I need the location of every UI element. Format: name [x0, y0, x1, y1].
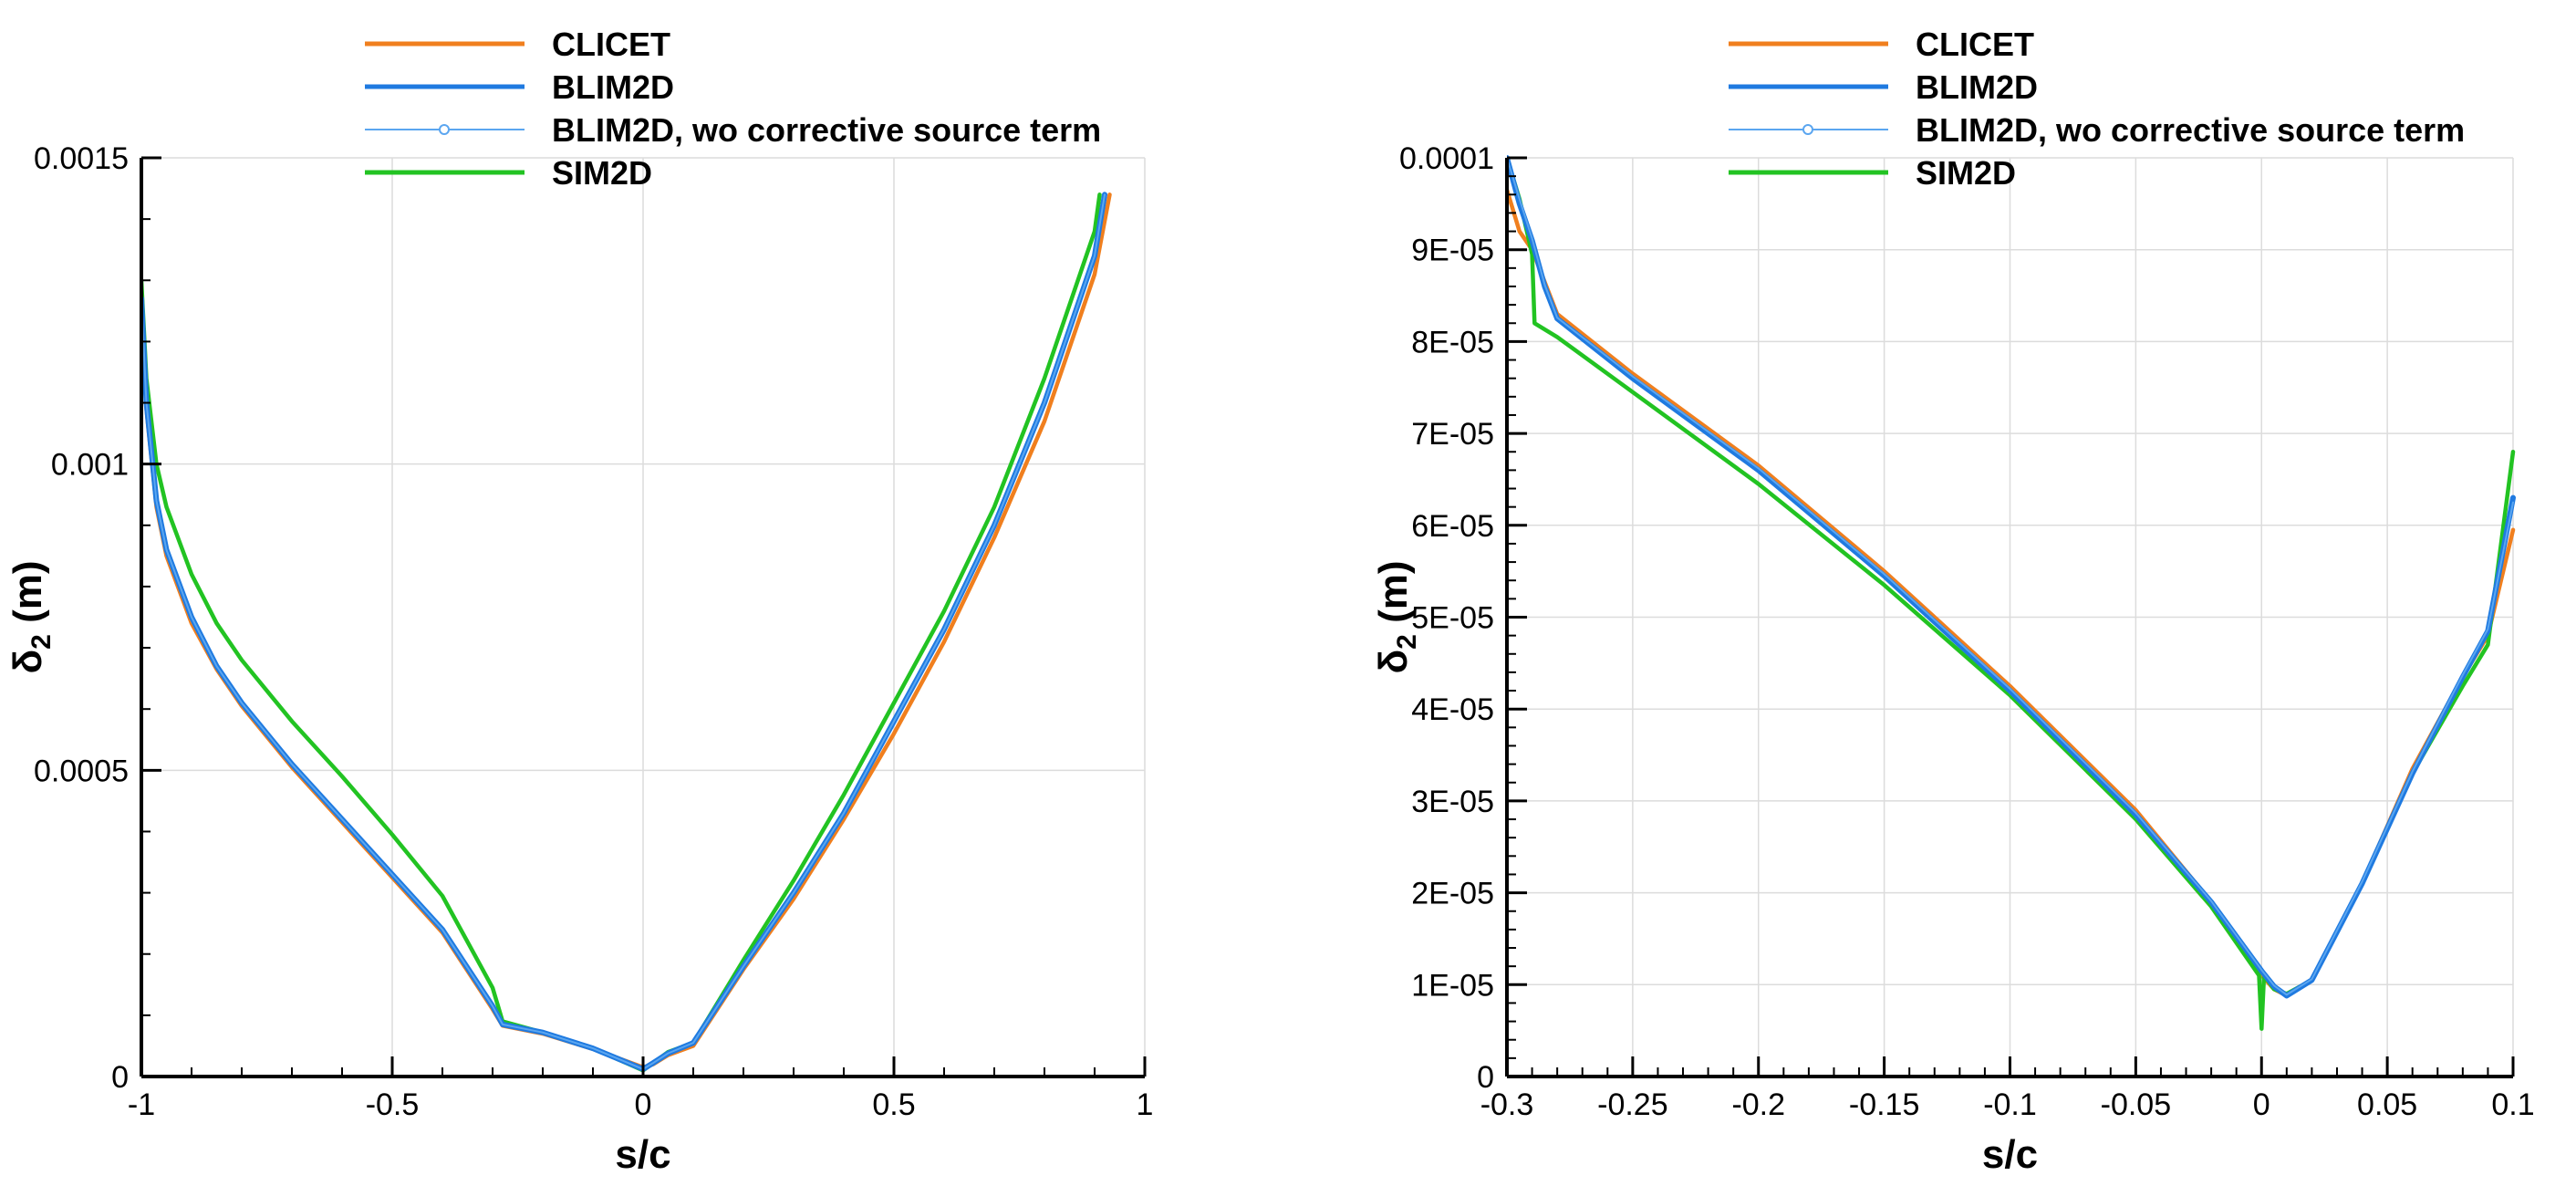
y-axis-subscript: 2: [1392, 634, 1422, 650]
x-tick-label: 0.05: [2357, 1087, 2417, 1122]
series-line-clicet: [141, 192, 1112, 1070]
x-tick-label: -0.05: [2101, 1087, 2172, 1122]
series-group: [1507, 155, 2516, 1031]
y-tick-label: 2E-05: [1411, 877, 1494, 911]
y-tick-label: 6E-05: [1411, 509, 1494, 544]
legend-label: CLICET: [552, 26, 670, 63]
legend-item-blim2d_wo: BLIM2D, wo corrective source term: [365, 111, 1101, 149]
series-line-sim2d: [141, 192, 1102, 1073]
y-tick-label: 5E-05: [1411, 601, 1494, 636]
y-tick-label: 0: [1477, 1060, 1494, 1095]
series-line-blim2d_wo: [141, 193, 1106, 1070]
legend: CLICET BLIM2D BLIM2D, wo corrective source…: [365, 26, 1101, 192]
y-tick-label: 0.001: [51, 448, 129, 483]
y-axis-title: δ2 (m): [5, 560, 57, 673]
x-tick-label: -1: [128, 1087, 155, 1122]
x-axis-title: s/c: [615, 1132, 670, 1177]
y-tick-label: 0: [111, 1060, 129, 1095]
legend-item-blim2d: BLIM2D: [1729, 68, 2038, 106]
y-tick-label: 0.0015: [34, 141, 129, 176]
x-tick-label: -0.3: [1480, 1087, 1534, 1122]
legend-label: BLIM2D, wo corrective source term: [1916, 111, 2465, 149]
x-axis-title: s/c: [1982, 1132, 2038, 1177]
x-tick-label: 0.1: [2491, 1087, 2534, 1122]
legend-label: CLICET: [1916, 26, 2034, 63]
axes: -0.3 -0.25 -0.2 -0.15 -0.1 -0.05 0 0.05 0.1 0 1E-0…: [1399, 141, 2535, 1122]
y-tick-label: 7E-05: [1411, 417, 1494, 452]
legend-marker: [439, 124, 450, 135]
legend: CLICET BLIM2D BLIM2D, wo corrective source…: [1729, 26, 2465, 192]
x-tick-label: 0.5: [872, 1087, 915, 1122]
legend-item-sim2d: SIM2D: [1729, 154, 2016, 192]
legend-item-clicet: CLICET: [1729, 26, 2034, 63]
y-tick-label: 4E-05: [1411, 692, 1494, 727]
legend-label: BLIM2D: [552, 68, 674, 106]
legend-label: SIM2D: [552, 154, 652, 192]
y-tick-label: 0.0005: [34, 754, 129, 788]
legend-item-sim2d: SIM2D: [365, 154, 652, 192]
x-tick-label: -0.15: [1849, 1087, 1920, 1122]
x-tick-label: 0: [635, 1087, 652, 1122]
legend-item-blim2d: BLIM2D: [365, 68, 674, 106]
y-tick-label: 1E-05: [1411, 968, 1494, 1003]
legend-item-clicet: CLICET: [365, 26, 670, 63]
y-axis-unit: (m): [5, 560, 50, 634]
x-tick-label: -0.5: [366, 1087, 420, 1122]
y-tick-label: 0.0001: [1399, 141, 1494, 176]
grid: [1507, 157, 2514, 1077]
y-axis-symbol: δ: [5, 650, 50, 674]
y-tick-label: 9E-05: [1411, 234, 1494, 268]
y-axis-symbol: δ: [1371, 650, 1416, 674]
legend-item-blim2d_wo: BLIM2D, wo corrective source term: [1729, 111, 2465, 149]
x-tick-label: -0.2: [1731, 1087, 1785, 1122]
series-line-blim2d: [141, 192, 1107, 1072]
chart-panel-right: -0.3 -0.25 -0.2 -0.15 -0.1 -0.05 0 0.05 0.1 0 1E-0…: [1371, 26, 2535, 1177]
y-tick-label: 8E-05: [1411, 325, 1494, 359]
series-group: [141, 192, 1112, 1073]
x-tick-label: 1: [1137, 1087, 1154, 1122]
legend-marker: [1802, 124, 1813, 135]
y-axis-unit: (m): [1371, 560, 1416, 634]
legend-label: BLIM2D, wo corrective source term: [552, 111, 1101, 149]
axes: -1 -0.5 0 0.5 1 0 0.0005 0.001 0.0015: [34, 141, 1153, 1122]
y-axis-subscript: 2: [26, 634, 57, 650]
x-tick-label: 0: [2253, 1087, 2270, 1122]
grid: [141, 157, 1146, 1077]
legend-label: BLIM2D: [1916, 68, 2038, 106]
y-tick-label: 3E-05: [1411, 785, 1494, 819]
x-tick-label: -0.1: [1983, 1087, 2037, 1122]
series-line-blim2d_wo: [1507, 157, 2514, 996]
legend-label: SIM2D: [1916, 154, 2016, 192]
y-axis-title: δ2 (m): [1371, 560, 1422, 673]
chart-panel-left: -1 -0.5 0 0.5 1 0 0.0005 0.001 0.0015 s/c δ2 (m) CL…: [5, 26, 1153, 1177]
x-tick-label: -0.25: [1597, 1087, 1668, 1122]
